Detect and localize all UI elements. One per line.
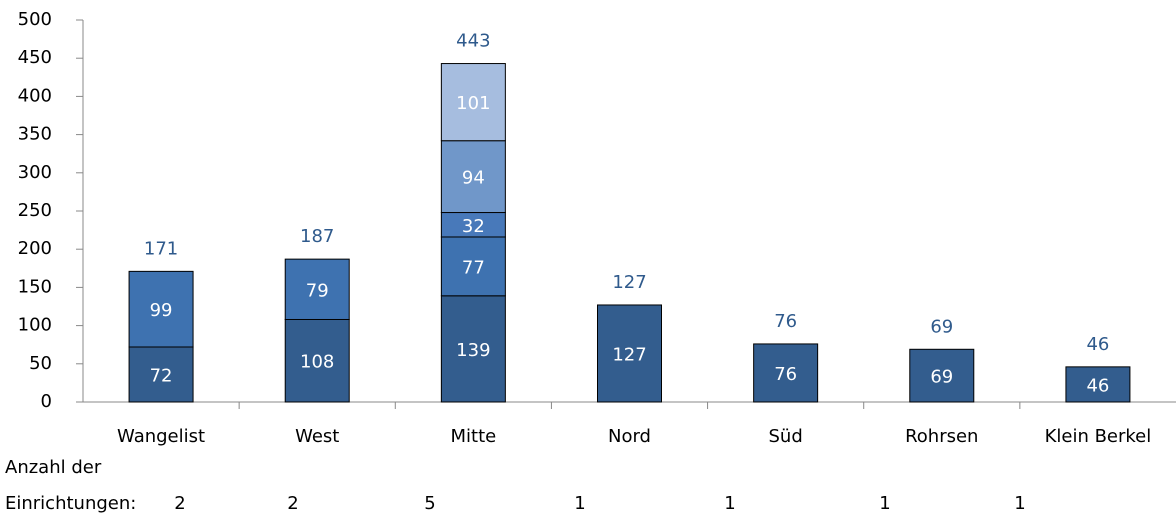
- y-tick-label: 50: [29, 353, 52, 374]
- segment-label: 139: [456, 340, 490, 361]
- total-label: 76: [774, 311, 797, 332]
- bar-segment: [440, 236, 506, 297]
- y-tick-label: 0: [41, 391, 52, 412]
- x-tick-label: Mitte: [450, 426, 496, 447]
- y-tick-label: 450: [18, 47, 52, 68]
- bar-segment: [440, 63, 506, 142]
- bar-segment: [440, 295, 506, 403]
- total-label: 443: [456, 31, 490, 52]
- count-value: 1: [879, 493, 890, 513]
- count-label: Einrichtungen:: [5, 493, 136, 513]
- y-tick-label: 150: [18, 276, 52, 297]
- count-value: 1: [724, 493, 735, 513]
- count-value: 5: [424, 493, 435, 513]
- x-tick-label: Klein Berkel: [1045, 426, 1152, 447]
- y-tick-label: 250: [18, 200, 52, 221]
- segment-label: 76: [774, 364, 797, 385]
- segment-label: 46: [1086, 375, 1109, 396]
- y-tick-label: 100: [18, 315, 52, 336]
- segment-label: 99: [150, 300, 173, 321]
- count-value: 1: [1014, 493, 1025, 513]
- segment-label: 69: [930, 367, 953, 388]
- segment-label: 101: [456, 93, 490, 114]
- bar-segment: [753, 343, 819, 403]
- segment-label: 32: [462, 216, 485, 237]
- total-label: 46: [1086, 334, 1109, 355]
- segment-label: 127: [612, 344, 646, 365]
- bar-segment: [597, 304, 662, 403]
- y-tick-label: 300: [18, 162, 52, 183]
- count-value: 2: [287, 493, 298, 513]
- segment-label: 108: [300, 352, 334, 373]
- x-tick-label: Nord: [608, 426, 651, 447]
- bar-segment: [1065, 366, 1131, 403]
- x-tick-label: Wangelist: [117, 426, 205, 447]
- segment-label: 79: [306, 280, 329, 301]
- bar-segment: [440, 140, 506, 214]
- y-tick-label: 500: [18, 9, 52, 30]
- y-tick-label: 350: [18, 124, 52, 145]
- x-tick-label: Süd: [769, 426, 803, 447]
- x-tick-label: West: [295, 426, 339, 447]
- count-label: Anzahl der: [5, 457, 102, 478]
- y-tick-label: 200: [18, 238, 52, 259]
- total-label: 171: [144, 238, 178, 259]
- segment-label: 77: [462, 257, 485, 278]
- total-label: 69: [930, 316, 953, 337]
- y-tick-label: 400: [18, 85, 52, 106]
- bar-segment: [440, 212, 506, 238]
- bar-segment: [284, 258, 350, 320]
- count-value: 1: [574, 493, 585, 513]
- bar-segment: [128, 270, 194, 348]
- total-label: 187: [300, 226, 334, 247]
- total-label: 127: [612, 272, 646, 293]
- segment-label: 94: [462, 168, 485, 189]
- x-tick-label: Rohrsen: [905, 426, 978, 447]
- bar-segment: [284, 318, 350, 403]
- count-value: 2: [174, 493, 185, 513]
- segment-label: 72: [150, 365, 173, 386]
- bar-segment: [909, 348, 975, 403]
